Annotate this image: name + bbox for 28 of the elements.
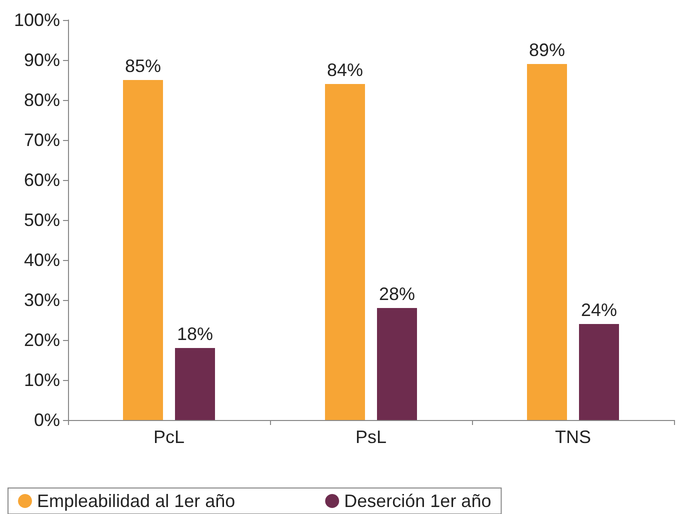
y-tick-label: 70% (24, 130, 60, 150)
y-tick-label: 60% (24, 170, 60, 190)
x-tick-label: PcL (153, 427, 185, 447)
data-label: 24% (580, 300, 618, 320)
y-tick-label: 0% (34, 410, 60, 430)
data-label: 18% (176, 324, 214, 344)
y-tick-label: 90% (24, 50, 60, 70)
x-tick-label: PsL (355, 427, 387, 447)
bar (377, 308, 417, 420)
bar (175, 348, 215, 420)
y-tick-label: 50% (24, 210, 60, 230)
legend-label: Deserción 1er año (344, 491, 492, 511)
y-tick-label: 80% (24, 90, 60, 110)
bar (123, 80, 163, 420)
data-label: 89% (528, 40, 566, 60)
legend-label: Empleabilidad al 1er año (37, 491, 236, 511)
y-tick-label: 100% (14, 10, 60, 30)
data-label: 84% (326, 60, 364, 80)
y-tick-label: 30% (24, 290, 60, 310)
y-tick-label: 10% (24, 370, 60, 390)
data-label: 85% (124, 56, 162, 76)
bar (527, 64, 567, 420)
y-tick-label: 20% (24, 330, 60, 350)
x-tick-label: TNS (555, 427, 591, 447)
data-label: 28% (378, 284, 416, 304)
bar (579, 324, 619, 420)
y-tick-label: 40% (24, 250, 60, 270)
bar (325, 84, 365, 420)
